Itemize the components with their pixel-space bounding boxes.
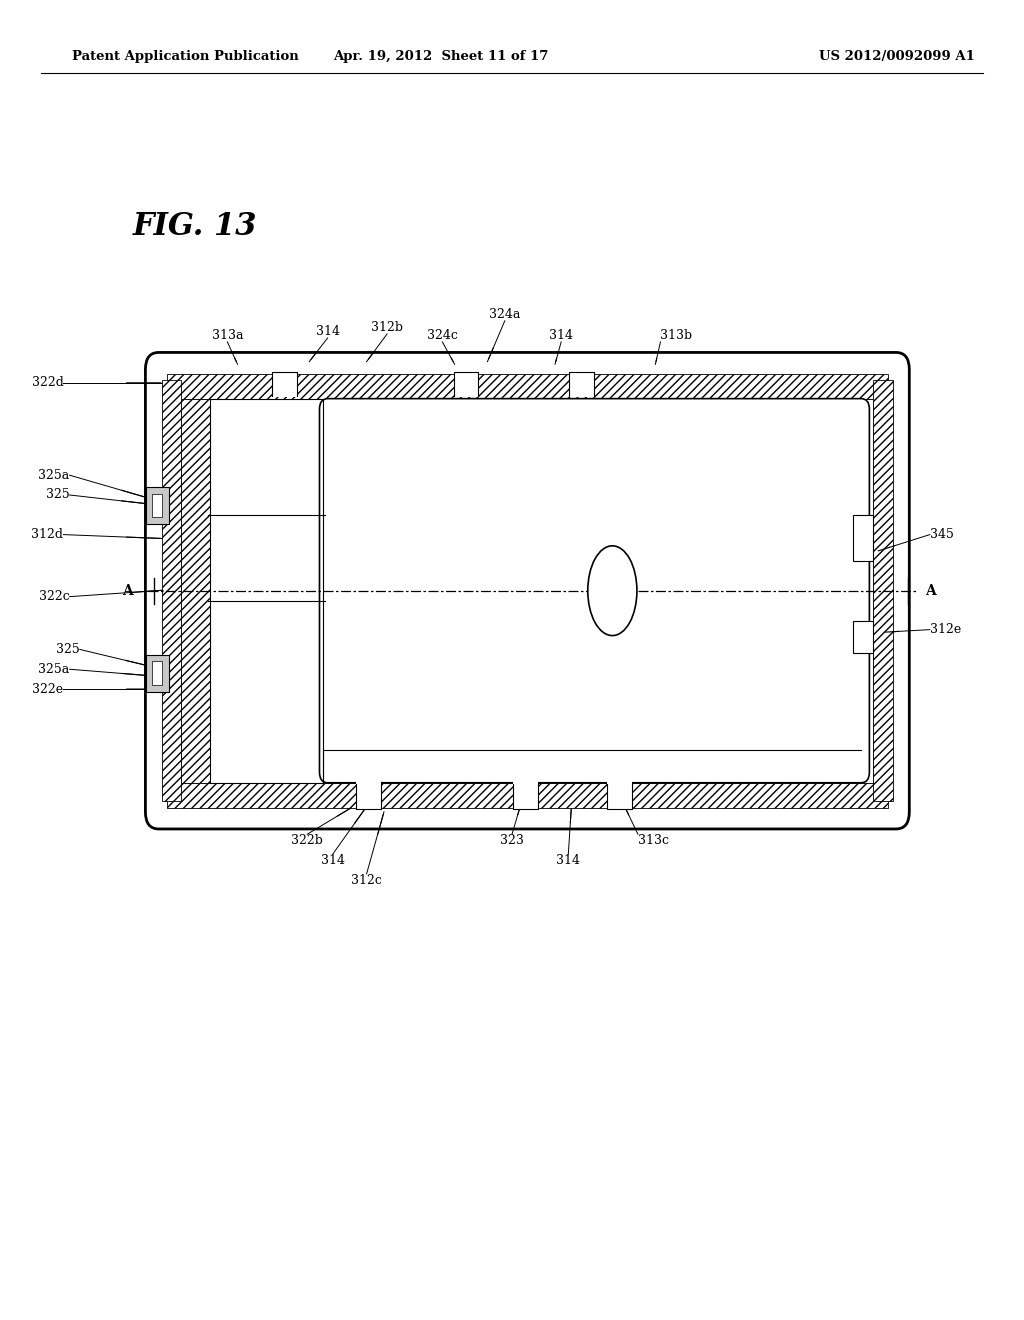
Bar bbox=[167, 783, 888, 808]
Bar bbox=[454, 368, 478, 397]
FancyBboxPatch shape bbox=[145, 352, 909, 829]
FancyBboxPatch shape bbox=[319, 399, 869, 783]
Text: 324a: 324a bbox=[489, 308, 520, 321]
Text: 314: 314 bbox=[549, 329, 573, 342]
Bar bbox=[162, 380, 181, 801]
Bar bbox=[181, 399, 873, 783]
Text: 324c: 324c bbox=[427, 329, 458, 342]
Bar bbox=[146, 655, 169, 692]
Text: Patent Application Publication: Patent Application Publication bbox=[72, 50, 298, 63]
Text: 322c: 322c bbox=[39, 590, 70, 603]
Text: 325a: 325a bbox=[38, 663, 70, 676]
Bar bbox=[181, 399, 210, 783]
Bar bbox=[152, 661, 162, 685]
Text: A: A bbox=[925, 583, 935, 598]
Text: 325: 325 bbox=[46, 488, 70, 502]
Text: 314: 314 bbox=[556, 854, 581, 867]
Text: 312b: 312b bbox=[371, 321, 403, 334]
Text: Apr. 19, 2012  Sheet 11 of 17: Apr. 19, 2012 Sheet 11 of 17 bbox=[333, 50, 548, 63]
Bar bbox=[853, 515, 873, 561]
Bar bbox=[513, 781, 538, 810]
Text: 322b: 322b bbox=[291, 834, 324, 847]
Text: 314: 314 bbox=[321, 854, 345, 867]
Bar bbox=[607, 781, 632, 810]
Bar bbox=[356, 781, 381, 810]
Text: A: A bbox=[123, 583, 133, 598]
Bar bbox=[167, 374, 888, 399]
Bar bbox=[272, 368, 297, 397]
Bar bbox=[152, 494, 162, 517]
Text: 313b: 313b bbox=[660, 329, 692, 342]
Text: 325a: 325a bbox=[38, 469, 70, 482]
Bar bbox=[873, 380, 893, 801]
Text: 312d: 312d bbox=[32, 528, 63, 541]
Bar bbox=[853, 622, 873, 653]
Text: FIG. 13: FIG. 13 bbox=[133, 211, 258, 242]
Text: 313c: 313c bbox=[638, 834, 669, 847]
Text: 313a: 313a bbox=[212, 329, 243, 342]
Text: US 2012/0092099 A1: US 2012/0092099 A1 bbox=[819, 50, 975, 63]
Text: 312c: 312c bbox=[351, 874, 382, 887]
Text: 345: 345 bbox=[930, 528, 953, 541]
Ellipse shape bbox=[588, 546, 637, 636]
Bar bbox=[146, 487, 169, 524]
Text: 325: 325 bbox=[56, 643, 80, 656]
Text: 322d: 322d bbox=[32, 376, 63, 389]
Bar bbox=[569, 368, 594, 397]
Text: 322e: 322e bbox=[33, 682, 63, 696]
Text: 314: 314 bbox=[315, 325, 340, 338]
Text: 312e: 312e bbox=[930, 623, 962, 636]
Text: 323: 323 bbox=[500, 834, 524, 847]
